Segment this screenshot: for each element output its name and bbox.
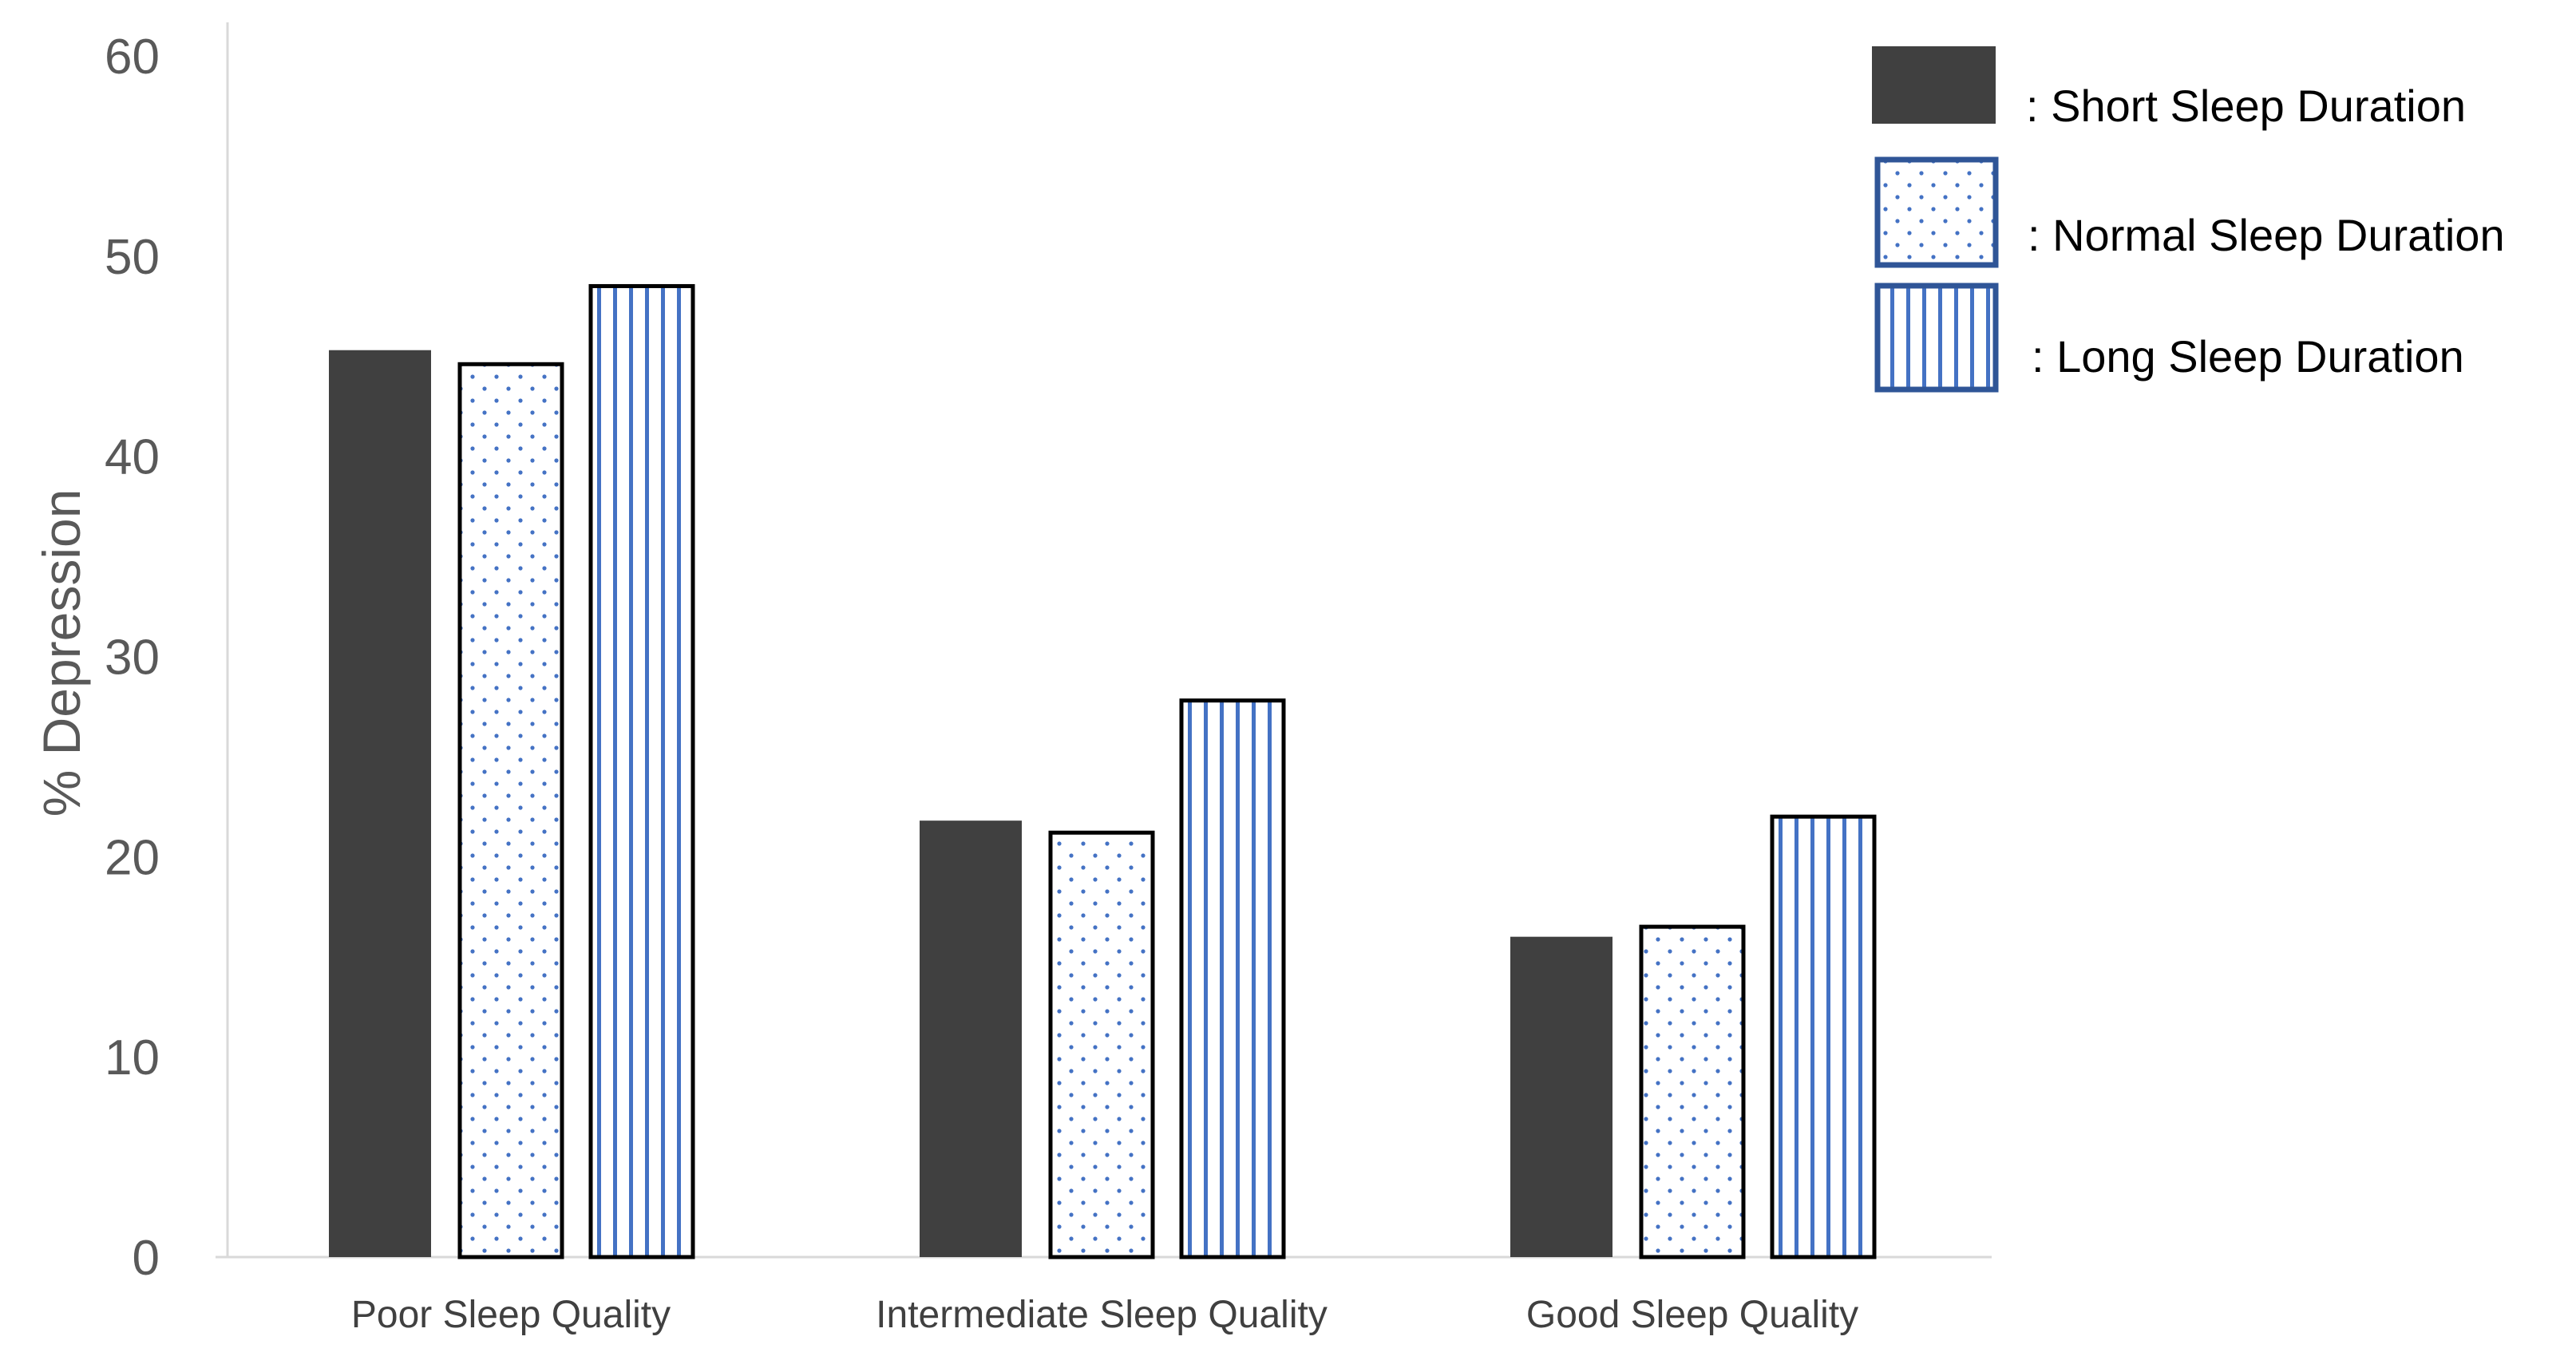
x-tick-label: Intermediate Sleep Quality (876, 1294, 1328, 1336)
bar-group (329, 283, 1877, 1259)
x-tick-label: Poor Sleep Quality (351, 1294, 671, 1336)
y-axis-title: % Depression (32, 489, 91, 817)
legend: : Short Sleep Duration : Normal Sleep Du… (1872, 46, 2505, 393)
bar-normal-sleep (1639, 924, 1746, 1259)
legend-swatch-long (1874, 283, 1999, 393)
y-tick-label: 50 (105, 230, 160, 285)
y-tick-label: 30 (105, 631, 160, 686)
bar-long-sleep (588, 283, 695, 1259)
legend-label-long: : Long Sleep Duration (2032, 331, 2464, 382)
bar-normal-sleep (1048, 830, 1155, 1259)
bar-short-sleep (920, 820, 1022, 1257)
legend-label-normal: : Normal Sleep Duration (2028, 210, 2505, 260)
x-tick-label: Good Sleep Quality (1526, 1294, 1858, 1336)
legend-swatch-normal (1874, 156, 1999, 268)
legend-swatch-short (1872, 46, 1996, 124)
y-tick-label: 20 (105, 830, 160, 885)
y-tick-label: 10 (105, 1030, 160, 1085)
y-tick-label: 0 (133, 1231, 160, 1286)
y-tick-label: 60 (105, 30, 160, 85)
x-tick-labels: Poor Sleep Quality Intermediate Sleep Qua… (351, 1294, 1858, 1336)
bar-long-sleep (1179, 698, 1286, 1259)
bar-normal-sleep (457, 362, 564, 1259)
bar-short-sleep (329, 350, 431, 1258)
bar-short-sleep (1510, 936, 1612, 1257)
bar-long-sleep (1770, 814, 1877, 1259)
legend-label-short: : Short Sleep Duration (2026, 81, 2466, 131)
y-tick-label: 40 (105, 430, 160, 485)
y-tick-labels: 0 10 20 30 40 50 60 (105, 30, 160, 1286)
